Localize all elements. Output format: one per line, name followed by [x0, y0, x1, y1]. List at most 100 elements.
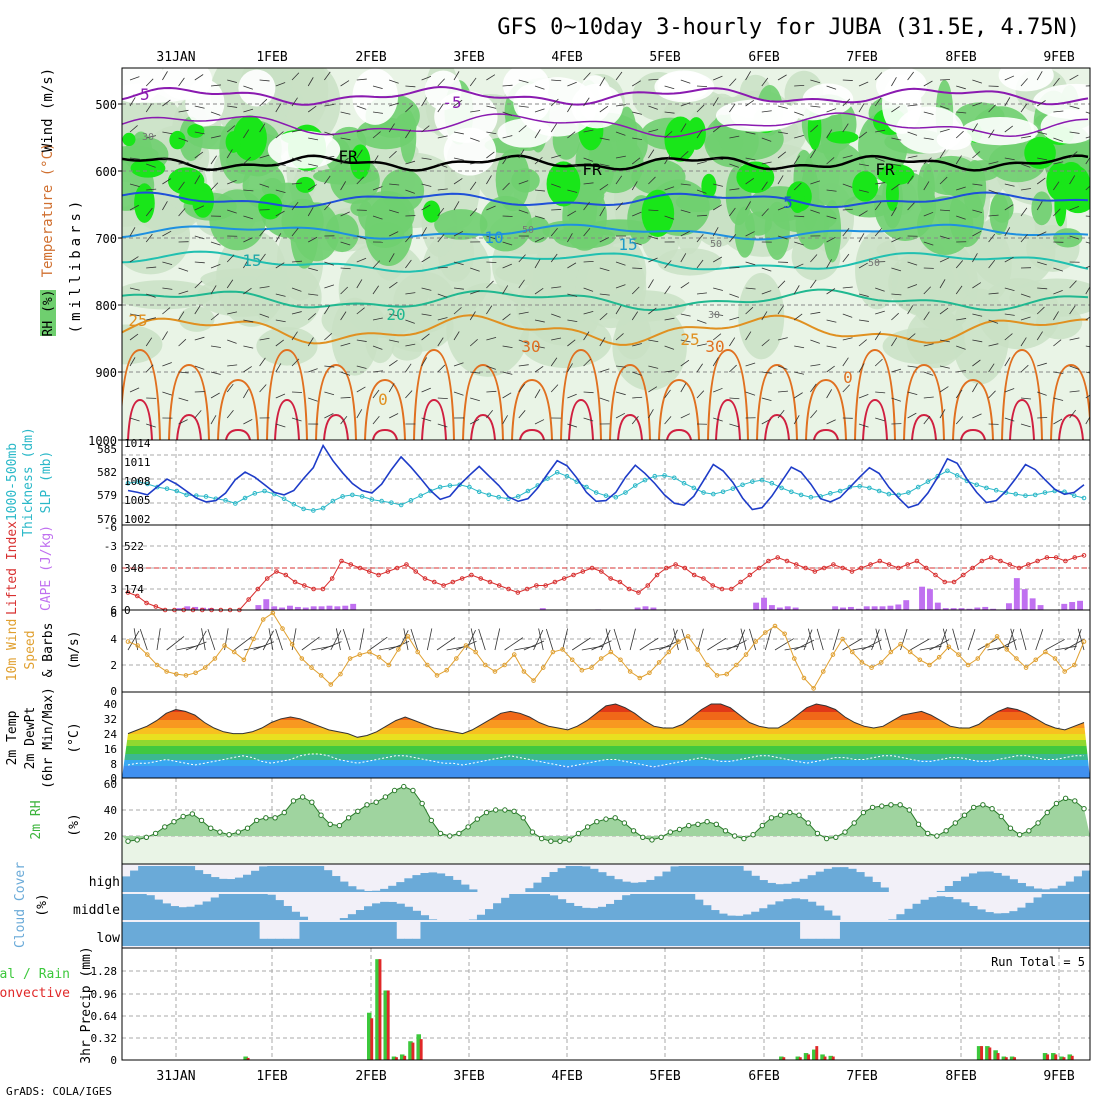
slp-tick: 1008: [124, 475, 151, 488]
cape-bar: [255, 605, 261, 610]
wind-tick: 2: [110, 659, 117, 672]
rh2m-point: [300, 795, 304, 799]
wind-barb: [551, 209, 561, 210]
cloud-bar: [993, 873, 1002, 892]
cloud-bar: [977, 872, 986, 892]
wind-barb-10m: [1074, 629, 1081, 650]
date-label-bottom: 9FEB: [1043, 1069, 1074, 1084]
precip-tick: 0.64: [91, 1010, 118, 1023]
cape-ylabel: CAPE (J/kg): [39, 525, 54, 611]
precip-convective-bar: [1046, 1054, 1049, 1060]
cloud-bar: [251, 922, 260, 946]
thickness-tick: 582: [97, 466, 117, 479]
temp-ylabel-3: (6hr Min/Max): [41, 687, 56, 789]
cloud-bar: [840, 867, 849, 892]
rh2m-units: (%): [67, 813, 82, 836]
cloud-bar: [1066, 922, 1075, 946]
cloud-bar: [662, 922, 671, 946]
cloud-bar: [437, 873, 446, 892]
date-label-bottom: 1FEB: [256, 1069, 287, 1084]
contour-label: 25: [128, 311, 147, 330]
cloud-bar: [364, 922, 373, 946]
rh2m-point: [751, 833, 755, 837]
rh2m-point: [742, 836, 746, 840]
cloud-bar: [711, 910, 720, 920]
precip-convective-bar: [370, 1018, 373, 1060]
cape-bar: [769, 605, 775, 610]
temp-band: [122, 720, 1090, 728]
cloud-bar: [759, 908, 768, 920]
cloud-bar: [687, 894, 696, 920]
rh-blob-mid: [575, 246, 646, 328]
wind-barb: [729, 267, 739, 268]
cloud-bar: [195, 870, 204, 892]
cloud-bar: [937, 891, 946, 892]
cloud-bar: [614, 879, 623, 892]
cloud-bar: [945, 922, 954, 946]
wind-barb-10m: [1036, 629, 1043, 650]
cloud-bar: [388, 902, 397, 920]
cloud-bar: [396, 939, 405, 946]
slp-tick: 1005: [124, 494, 151, 507]
cloud-bar: [783, 884, 792, 892]
cloud-bar: [525, 894, 534, 920]
cloud-bar: [1009, 911, 1018, 920]
cloud-bar: [243, 894, 252, 920]
contour-label: 50: [868, 258, 880, 269]
cloud-bar: [888, 919, 897, 920]
date-label-top: 3FEB: [453, 50, 484, 65]
temp-band: [122, 746, 1090, 754]
cloud-bar: [211, 922, 220, 946]
cloud-bar: [929, 897, 938, 920]
cloud-bar: [517, 894, 526, 920]
date-label-bottom: 3FEB: [453, 1069, 484, 1084]
cloud-bar: [219, 922, 228, 946]
rh2m-point: [760, 823, 764, 827]
cloud-bar: [646, 894, 655, 920]
cloud-bar: [380, 922, 389, 946]
wind-ylabel-3: & Barbs: [41, 623, 56, 678]
cloud-bar: [1017, 922, 1026, 946]
thickness-tick: 579: [97, 489, 117, 502]
rh2m-point: [153, 831, 157, 835]
date-label-top: 5FEB: [649, 50, 680, 65]
upper-tick-label: 500: [95, 98, 117, 112]
cape-bar: [1077, 601, 1083, 610]
cloud-bar: [719, 866, 728, 892]
cloud-bar: [558, 899, 567, 920]
cloud-bar: [1017, 908, 1026, 920]
rh2m-point: [457, 831, 461, 835]
cloud-bar: [921, 900, 930, 920]
rh-blob-bright: [701, 174, 716, 199]
rh2m-point: [291, 799, 295, 803]
cape-bar: [1022, 589, 1028, 610]
contour-label: 30: [142, 132, 154, 143]
cloud-bar: [219, 894, 228, 920]
cloud-bar: [332, 922, 341, 946]
wind-barb-10m: [640, 638, 659, 650]
temp-band: [122, 740, 1090, 746]
cloud-bar: [364, 891, 373, 892]
cloud-bar: [719, 914, 728, 920]
cape-tick: 348: [124, 562, 144, 575]
wind-barb-10m: [939, 629, 947, 650]
cloud-bar: [961, 902, 970, 920]
cloud-bar: [1042, 922, 1051, 946]
cloud-bar: [1066, 894, 1075, 920]
date-label-top: 2FEB: [355, 50, 386, 65]
cloud-bar: [1001, 876, 1010, 892]
rh2m-point: [843, 830, 847, 834]
precip-convective-bar: [387, 990, 390, 1060]
cloud-bar: [792, 882, 801, 892]
slp-ylabel: SLP (mb): [39, 451, 54, 514]
cloud-bar: [275, 900, 284, 920]
wind-barb-10m: [862, 640, 882, 650]
cloud-bar: [348, 914, 357, 920]
precip-convective-bar: [980, 1046, 983, 1060]
cloud-bar: [743, 922, 752, 946]
rh2m-point: [181, 814, 185, 818]
cloud-bar: [170, 866, 179, 892]
wind-barb: [341, 397, 351, 398]
cloud-bar: [404, 878, 413, 892]
